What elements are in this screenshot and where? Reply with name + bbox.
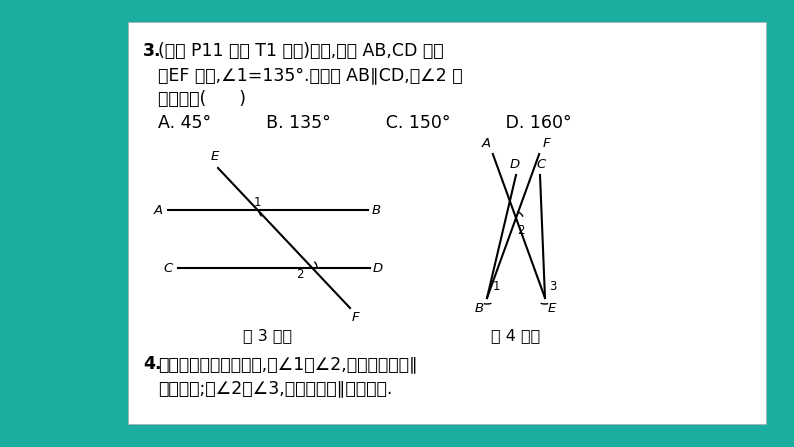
- Text: F: F: [352, 311, 360, 324]
- Text: A: A: [482, 137, 491, 150]
- Text: D: D: [373, 261, 384, 274]
- Text: B: B: [372, 203, 381, 216]
- Text: A. 45°          B. 135°          C. 150°          D. 160°: A. 45° B. 135° C. 150° D. 160°: [158, 114, 572, 132]
- Text: D: D: [510, 158, 520, 171]
- Text: 2: 2: [517, 224, 525, 237]
- Text: F: F: [542, 137, 549, 150]
- Text: 4.: 4.: [143, 355, 161, 373]
- Text: ＿＿＿＿;若∠2＝∠3,则＿＿＿＿∥＿＿＿＿.: ＿＿＿＿;若∠2＝∠3,则＿＿＿＿∥＿＿＿＿.: [158, 379, 392, 397]
- Text: C: C: [537, 158, 545, 171]
- Text: 第 3 题图: 第 3 题图: [244, 328, 292, 343]
- Text: C: C: [164, 261, 173, 274]
- Text: B: B: [475, 302, 484, 315]
- Text: 1: 1: [253, 195, 260, 208]
- Text: 2: 2: [296, 269, 304, 282]
- Text: 3: 3: [549, 279, 557, 292]
- Text: 3.: 3.: [143, 42, 161, 60]
- Text: 1: 1: [493, 279, 500, 292]
- Text: E: E: [211, 150, 219, 163]
- Text: (课本 P11 习题 T1 改编)如图,直线 AB,CD 被直: (课本 P11 习题 T1 改编)如图,直线 AB,CD 被直: [158, 42, 444, 60]
- Text: 度数应为(      ): 度数应为( ): [158, 90, 246, 108]
- Text: 线EF 所截,∠1=135°.若要使 AB∥CD,则∠2 的: 线EF 所截,∠1=135°.若要使 AB∥CD,则∠2 的: [158, 66, 463, 84]
- Text: 第 4 题图: 第 4 题图: [491, 328, 541, 343]
- Text: E: E: [548, 302, 557, 315]
- Text: A: A: [154, 203, 163, 216]
- Text: 如图是大众汽车的标志,若∠1＝∠2,则＿＿＿＿＿∥: 如图是大众汽车的标志,若∠1＝∠2,则＿＿＿＿＿∥: [158, 355, 418, 373]
- FancyBboxPatch shape: [128, 22, 766, 424]
